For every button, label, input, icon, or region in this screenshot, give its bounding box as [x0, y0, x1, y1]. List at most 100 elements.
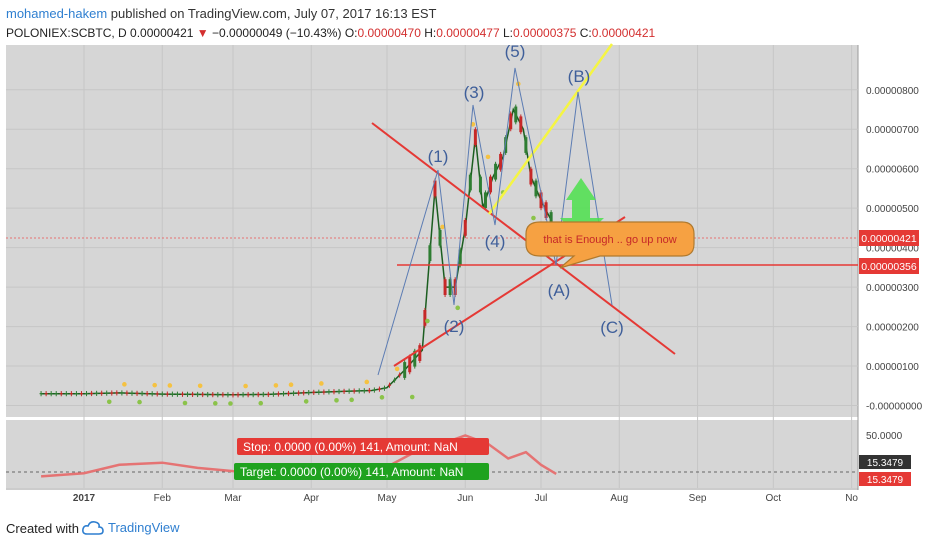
elliott-wave-lines[interactable]: [377, 67, 613, 376]
axis-ticks: 0.00000800 0.00000700 0.00000600 0.00000500…: [73, 86, 923, 504]
candle-body: [478, 176, 482, 193]
candle-body: [423, 309, 427, 326]
candle-body: [226, 394, 230, 396]
candle-body: [120, 392, 124, 394]
candle-body: [211, 394, 215, 396]
candle-body: [443, 279, 447, 295]
candle-body: [327, 391, 331, 393]
candle-body: [332, 391, 336, 393]
candle-body: [105, 392, 109, 394]
stop-label-box[interactable]: Stop: 0.0000 (0.00%) 141, Amount: NaN: [237, 438, 489, 455]
price-tick-label: 0.00000200: [866, 323, 919, 334]
symbol-header: POLONIEX:SCBTC, D 0.00000421 ▼ −0.000000…: [6, 26, 655, 40]
candle-body: [221, 394, 225, 396]
sar-dot: [394, 366, 400, 372]
sar-dot: [152, 382, 157, 388]
candle-body: [64, 393, 68, 395]
price-change: −0.00000049 (−10.43%): [212, 26, 342, 40]
close-label: C:: [579, 26, 592, 40]
author-link[interactable]: mohamed-hakem: [6, 6, 108, 21]
fib-trend-line[interactable]: [487, 43, 614, 215]
sar-dot: [137, 399, 142, 405]
time-tick-label: Jun: [457, 493, 473, 504]
candle-body: [261, 393, 265, 396]
sar-dot: [485, 154, 491, 160]
sar-dot: [167, 383, 173, 388]
candle-body: [483, 192, 487, 209]
candle-body: [241, 394, 245, 396]
time-tick-label: May: [378, 493, 397, 504]
candle-body: [398, 374, 402, 376]
candle-body: [539, 192, 543, 209]
price-tick-label: -0.00000000: [866, 402, 923, 413]
sar-dot: [258, 400, 264, 406]
candle-body: [433, 180, 437, 197]
candle-body: [186, 393, 190, 395]
time-tick-label: Oct: [766, 493, 782, 504]
time-tick-label: Sep: [689, 493, 707, 504]
indicator-value-tag-red: [859, 472, 911, 486]
candle-body: [403, 362, 407, 378]
candle-body: [362, 390, 366, 392]
candle-body: [519, 116, 523, 133]
price-tick-label: 0.00000500: [866, 204, 919, 215]
wave-label-a: (A): [548, 281, 571, 300]
candles: [39, 104, 558, 398]
candle-body: [39, 393, 43, 395]
cloud-icon: [82, 520, 104, 535]
candle-body: [494, 163, 498, 180]
candle-body: [489, 176, 493, 193]
target-label-box[interactable]: Target: 0.0000 (0.00%) 141, Amount: NaN: [234, 463, 489, 480]
indicator-value-tag-label: 15.3479: [867, 458, 904, 469]
candle-body: [347, 390, 351, 392]
publish-header: mohamed-hakem published on TradingView.c…: [6, 6, 436, 21]
candle-body: [266, 393, 270, 396]
candle-body: [196, 393, 200, 396]
last-price-tag: [859, 230, 919, 246]
high-label: H:: [424, 26, 437, 40]
candle-body: [509, 113, 513, 130]
candle-body: [377, 388, 381, 390]
candle-body: [54, 393, 58, 395]
candle-body: [292, 392, 296, 394]
candle-body: [256, 393, 260, 396]
sar-dot: [213, 401, 218, 406]
sar-dot: [531, 215, 536, 221]
candle-body: [322, 391, 326, 393]
candle-body: [145, 393, 149, 395]
callout-text: that is Enough .. go up now: [543, 234, 676, 246]
candle-body: [499, 153, 503, 170]
time-tick-label: Aug: [610, 493, 628, 504]
candle-body: [458, 249, 462, 266]
low-label: L:: [503, 26, 514, 40]
candle-body: [408, 356, 412, 373]
candle-body: [150, 393, 154, 395]
open-label: O:: [344, 26, 358, 40]
indicator-tick-50: 50.0000: [866, 431, 903, 442]
candle-body: [155, 393, 159, 395]
last-price-tag-label: 0.00000421: [861, 233, 917, 245]
candle-body: [357, 390, 361, 392]
wave-label-c: (C): [600, 318, 624, 337]
wave-label-2: (2): [444, 317, 465, 336]
annotation-callout[interactable]: that is Enough .. go up now: [525, 221, 695, 269]
tradingview-logo[interactable]: TradingView: [82, 520, 180, 535]
sar-dot: [228, 401, 233, 406]
candle-body: [372, 389, 376, 391]
candle-body: [287, 392, 291, 395]
level-price-tag-label: 0.00000356: [861, 261, 917, 273]
sar-dot: [243, 383, 248, 389]
candle-body: [74, 393, 78, 395]
candle-body: [382, 387, 386, 389]
candle-body: [206, 393, 210, 396]
time-tick-label: Jul: [535, 493, 548, 504]
sar-dot: [334, 398, 339, 403]
price-tick-label: 0.00000400: [866, 244, 919, 255]
wave-label-5: (5): [505, 42, 526, 61]
trendline-descending[interactable]: [371, 122, 676, 355]
candle-body: [544, 202, 548, 219]
candle-body: [236, 394, 240, 396]
candle-body: [534, 180, 538, 197]
candle-body: [473, 129, 477, 146]
